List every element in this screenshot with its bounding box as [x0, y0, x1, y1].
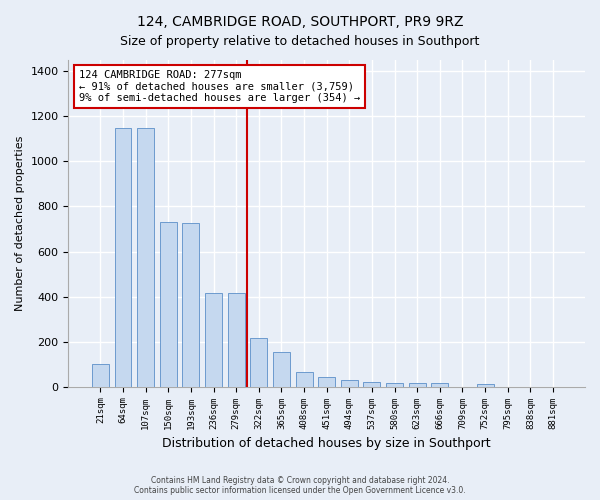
Bar	[227, 293, 245, 386]
Bar	[341, 380, 358, 386]
Bar	[273, 352, 290, 386]
Bar	[92, 364, 109, 386]
Bar	[318, 376, 335, 386]
Bar	[476, 384, 494, 386]
Bar	[137, 128, 154, 386]
Text: 124, CAMBRIDGE ROAD, SOUTHPORT, PR9 9RZ: 124, CAMBRIDGE ROAD, SOUTHPORT, PR9 9RZ	[137, 15, 463, 29]
Bar	[386, 384, 403, 386]
Bar	[409, 384, 426, 386]
Bar	[115, 128, 131, 386]
Text: Contains HM Land Registry data © Crown copyright and database right 2024.
Contai: Contains HM Land Registry data © Crown c…	[134, 476, 466, 495]
Bar	[250, 338, 267, 386]
Bar	[205, 293, 222, 386]
Y-axis label: Number of detached properties: Number of detached properties	[15, 136, 25, 311]
Bar	[296, 372, 313, 386]
Bar	[182, 224, 199, 386]
Text: Size of property relative to detached houses in Southport: Size of property relative to detached ho…	[121, 35, 479, 48]
Bar	[364, 382, 380, 386]
Text: 124 CAMBRIDGE ROAD: 277sqm
← 91% of detached houses are smaller (3,759)
9% of se: 124 CAMBRIDGE ROAD: 277sqm ← 91% of deta…	[79, 70, 360, 103]
Bar	[431, 384, 448, 386]
Bar	[160, 222, 177, 386]
X-axis label: Distribution of detached houses by size in Southport: Distribution of detached houses by size …	[163, 437, 491, 450]
